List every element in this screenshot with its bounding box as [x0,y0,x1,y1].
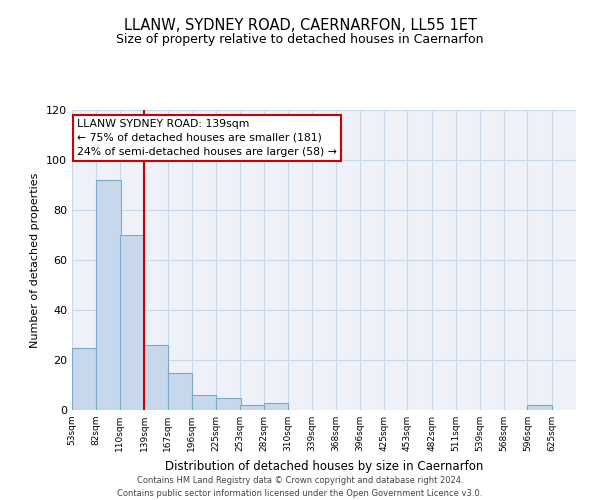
Bar [527,405,551,410]
Text: LLANW SYDNEY ROAD: 139sqm
← 75% of detached houses are smaller (181)
24% of semi: LLANW SYDNEY ROAD: 139sqm ← 75% of detac… [77,119,337,157]
X-axis label: Distribution of detached houses by size in Caernarfon: Distribution of detached houses by size … [165,460,483,472]
Bar [72,348,97,410]
Bar [240,405,264,410]
Y-axis label: Number of detached properties: Number of detached properties [31,172,40,348]
Bar [120,235,144,410]
Bar [167,372,192,410]
Bar [97,180,121,410]
Bar [264,402,289,410]
Text: LLANW, SYDNEY ROAD, CAERNARFON, LL55 1ET: LLANW, SYDNEY ROAD, CAERNARFON, LL55 1ET [124,18,476,32]
Bar [144,345,169,410]
Text: Contains public sector information licensed under the Open Government Licence v3: Contains public sector information licen… [118,489,482,498]
Text: Contains HM Land Registry data © Crown copyright and database right 2024.: Contains HM Land Registry data © Crown c… [137,476,463,485]
Text: Size of property relative to detached houses in Caernarfon: Size of property relative to detached ho… [116,32,484,46]
Bar [192,395,216,410]
Bar [216,398,241,410]
